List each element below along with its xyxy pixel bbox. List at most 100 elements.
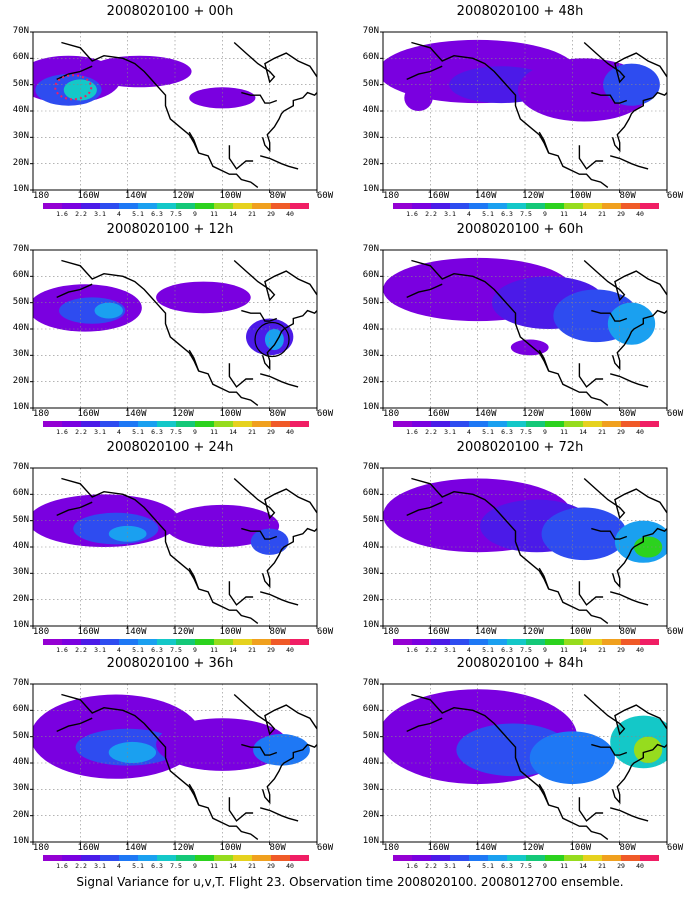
coastline bbox=[241, 91, 278, 104]
coastline bbox=[241, 527, 278, 540]
colorbar-label: 6.3 bbox=[501, 862, 513, 870]
colorbar-swatch bbox=[233, 855, 252, 861]
colorbar-label: 2.2 bbox=[425, 210, 437, 218]
colorbar-label: 29 bbox=[617, 210, 625, 218]
lat-label: 30N bbox=[362, 783, 379, 794]
lon-label: 60W bbox=[316, 409, 334, 419]
colorbar-swatch bbox=[271, 855, 290, 861]
colorbar-swatch bbox=[43, 639, 62, 645]
colorbar-label: 9 bbox=[193, 862, 197, 870]
colorbar-label: 1.6 bbox=[56, 862, 68, 870]
coastline bbox=[406, 717, 443, 733]
lat-label: 10N bbox=[12, 184, 29, 194]
colorbar-label: 4 bbox=[467, 210, 471, 218]
variance-map bbox=[30, 467, 318, 629]
lat-label: 10N bbox=[362, 620, 379, 630]
colorbar-swatch bbox=[488, 421, 507, 427]
colorbar-swatch bbox=[469, 855, 488, 861]
lat-label: 30N bbox=[12, 567, 29, 578]
colorbar-swatch bbox=[290, 855, 309, 861]
colorbar-label: 7.5 bbox=[170, 428, 182, 436]
colorbar-swatch bbox=[431, 639, 450, 645]
colorbar-label: 29 bbox=[267, 646, 275, 654]
lat-label: 20N bbox=[362, 809, 379, 820]
lat-label: 20N bbox=[12, 593, 29, 604]
colorbar-label: 7.5 bbox=[170, 210, 182, 218]
coastline bbox=[188, 349, 200, 372]
coastline bbox=[260, 807, 299, 822]
lat-label: 20N bbox=[12, 157, 29, 168]
colorbar-label: 6.3 bbox=[151, 428, 163, 436]
lat-label: 10N bbox=[12, 402, 29, 412]
panel-title: 2008020100 + 60h bbox=[456, 222, 584, 237]
colorbar-label: 11 bbox=[210, 646, 218, 654]
colorbar bbox=[43, 421, 309, 427]
lon-label: 60W bbox=[666, 627, 684, 637]
lat-label: 30N bbox=[362, 131, 379, 142]
lat-label: 70N bbox=[12, 244, 29, 254]
lat-label: 10N bbox=[362, 184, 379, 194]
colorbar-swatch bbox=[233, 639, 252, 645]
colorbar-label: 1.6 bbox=[56, 428, 68, 436]
lon-label: 160W bbox=[77, 191, 100, 201]
colorbar-swatch bbox=[157, 421, 176, 427]
colorbar-label: 3.1 bbox=[94, 646, 106, 654]
colorbar-label: 40 bbox=[636, 862, 644, 870]
lon-label: 80W bbox=[619, 627, 636, 637]
colorbar-swatch bbox=[119, 421, 138, 427]
lon-label: 120W bbox=[522, 627, 544, 637]
lon-label: 180 bbox=[32, 409, 50, 419]
colorbar-swatch bbox=[81, 639, 100, 645]
colorbar-swatch bbox=[583, 203, 602, 209]
lat-label: 50N bbox=[362, 514, 379, 525]
coastline bbox=[228, 797, 254, 822]
colorbar-swatch bbox=[545, 855, 564, 861]
colorbar-swatch bbox=[252, 421, 271, 427]
lon-label: 140W bbox=[474, 627, 497, 637]
map-panel: 2008020100 + 72h 70N 60N 50N 40N 30N 20N 10N 180… bbox=[350, 440, 690, 658]
coastline bbox=[406, 501, 443, 517]
colorbar-swatch bbox=[393, 855, 412, 861]
lon-label: 120W bbox=[522, 843, 544, 853]
coastline bbox=[228, 145, 254, 170]
variance-contour bbox=[633, 736, 663, 763]
lat-label: 70N bbox=[362, 678, 379, 688]
highlight-circle bbox=[254, 321, 290, 358]
lat-label: 40N bbox=[362, 323, 379, 333]
lon-label: 100W bbox=[569, 843, 592, 853]
lat-label: 70N bbox=[12, 678, 29, 688]
colorbar-swatch bbox=[431, 855, 450, 861]
lon-label: 80W bbox=[269, 191, 286, 201]
coastline bbox=[610, 807, 649, 822]
lon-label: 180 bbox=[382, 627, 400, 637]
colorbar-swatch bbox=[412, 421, 431, 427]
colorbar-swatch bbox=[450, 421, 469, 427]
colorbar-swatch bbox=[100, 855, 119, 861]
colorbar-swatch bbox=[119, 855, 138, 861]
lat-label: 40N bbox=[12, 323, 29, 333]
coastline bbox=[611, 309, 667, 371]
colorbar-swatch bbox=[195, 639, 214, 645]
lat-label: 50N bbox=[12, 730, 29, 741]
colorbar-label: 3.1 bbox=[444, 428, 456, 436]
lon-label: 160W bbox=[427, 409, 450, 419]
colorbar-label: 9 bbox=[193, 428, 197, 436]
colorbar bbox=[43, 203, 309, 209]
variance-map bbox=[30, 249, 318, 411]
colorbar-label: 9 bbox=[543, 428, 547, 436]
coastline bbox=[233, 41, 317, 84]
lon-label: 180 bbox=[32, 843, 50, 853]
colorbar-swatch bbox=[545, 203, 564, 209]
colorbar-label: 2.2 bbox=[75, 428, 87, 436]
coastline bbox=[406, 65, 443, 81]
colorbar-swatch bbox=[290, 203, 309, 209]
colorbar-swatch bbox=[233, 203, 252, 209]
map-panel: 2008020100 + 48h 70N 60N 50N 40N 30N 20N 10N 180… bbox=[350, 4, 690, 222]
lon-label: 80W bbox=[619, 409, 636, 419]
lon-label: 80W bbox=[619, 843, 636, 853]
colorbar-swatch bbox=[271, 421, 290, 427]
colorbar-swatch bbox=[431, 421, 450, 427]
colorbar-swatch bbox=[43, 421, 62, 427]
lon-label: 80W bbox=[269, 409, 286, 419]
lon-label: 160W bbox=[427, 627, 450, 637]
